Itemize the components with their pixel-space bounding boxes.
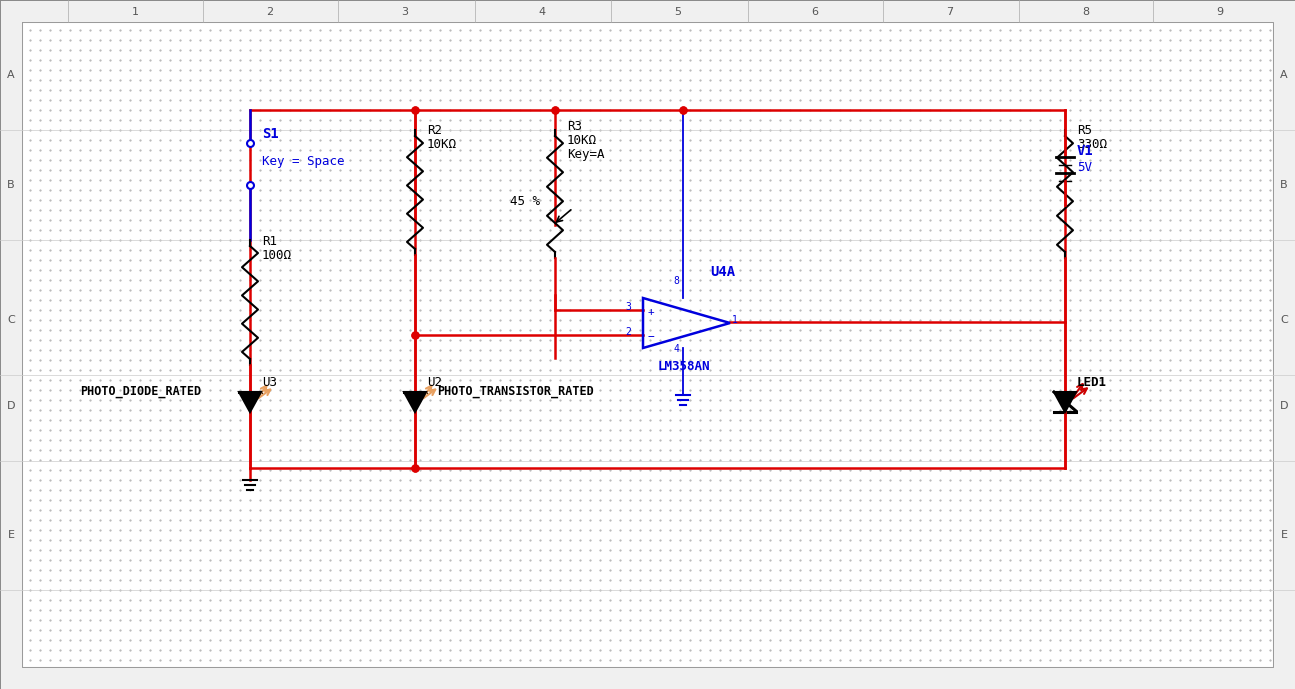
Text: S1: S1 — [262, 127, 278, 141]
Text: PHOTO_TRANSISTOR_RATED: PHOTO_TRANSISTOR_RATED — [436, 385, 593, 398]
Text: R2: R2 — [427, 124, 442, 137]
Text: +: + — [648, 307, 655, 317]
Text: B: B — [8, 180, 14, 190]
Text: 2: 2 — [267, 7, 273, 17]
Text: U2: U2 — [427, 376, 442, 389]
Text: 45 %: 45 % — [510, 195, 540, 208]
Text: Key=A: Key=A — [567, 148, 605, 161]
Text: 3: 3 — [625, 302, 631, 312]
Text: 2: 2 — [625, 327, 631, 337]
Text: 4: 4 — [673, 344, 679, 354]
Text: 9: 9 — [1216, 7, 1224, 17]
Text: A: A — [8, 70, 14, 80]
Text: B: B — [1281, 180, 1287, 190]
Text: 8: 8 — [673, 276, 679, 286]
Text: C: C — [8, 315, 14, 325]
Text: 5: 5 — [675, 7, 681, 17]
Text: 10KΩ: 10KΩ — [427, 138, 457, 151]
Text: R5: R5 — [1077, 124, 1092, 137]
Text: −: − — [648, 332, 655, 342]
Text: 4: 4 — [539, 7, 545, 17]
Text: 1: 1 — [732, 315, 738, 325]
Text: E: E — [1281, 530, 1287, 540]
Text: PHOTO_DIODE_RATED: PHOTO_DIODE_RATED — [80, 385, 201, 398]
Text: A: A — [1281, 70, 1287, 80]
Text: R3: R3 — [567, 120, 581, 133]
Text: 7: 7 — [947, 7, 953, 17]
Text: 8: 8 — [1083, 7, 1089, 17]
Text: LM358AN: LM358AN — [658, 360, 711, 373]
Polygon shape — [1054, 392, 1076, 412]
Polygon shape — [404, 392, 426, 412]
Text: 1: 1 — [132, 7, 139, 17]
Text: V1: V1 — [1077, 144, 1094, 158]
Text: D: D — [6, 401, 16, 411]
Text: Key = Space: Key = Space — [262, 155, 344, 168]
Text: LED1: LED1 — [1077, 376, 1107, 389]
Text: 6: 6 — [812, 7, 818, 17]
Text: C: C — [1281, 315, 1287, 325]
Text: U3: U3 — [262, 376, 277, 389]
Text: 330Ω: 330Ω — [1077, 138, 1107, 151]
Text: 5V: 5V — [1077, 161, 1092, 174]
Polygon shape — [240, 392, 262, 412]
Text: D: D — [1279, 401, 1289, 411]
Text: 10KΩ: 10KΩ — [567, 134, 597, 147]
Text: R1: R1 — [262, 235, 277, 248]
Text: 100Ω: 100Ω — [262, 249, 291, 262]
Text: E: E — [8, 530, 14, 540]
Text: U4A: U4A — [710, 265, 736, 279]
Text: 3: 3 — [401, 7, 408, 17]
